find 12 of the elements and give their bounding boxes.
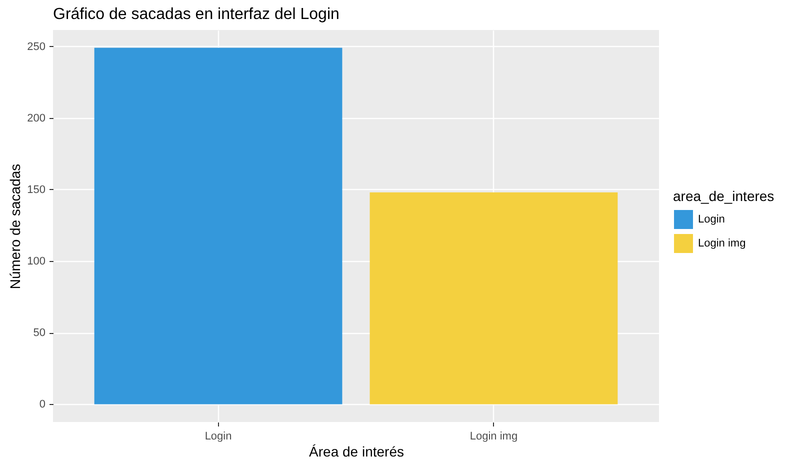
legend-label: Login img	[698, 238, 746, 250]
legend-label: Login	[698, 214, 725, 226]
y-tick-label: 100	[27, 256, 46, 268]
y-tick-label: 150	[27, 184, 46, 196]
chart-title: Gráfico de sacadas en interfaz del Login	[53, 6, 340, 23]
y-tick-label: 250	[27, 40, 46, 53]
y-tick-label: 200	[27, 112, 46, 124]
y-tick-label: 50	[33, 327, 46, 340]
x-axis-title: Área de interés	[309, 444, 404, 460]
y-axis-title: Número de sacadas	[7, 164, 24, 290]
y-tick-label: 0	[39, 398, 46, 411]
legend-title: area_de_interes	[673, 188, 774, 204]
